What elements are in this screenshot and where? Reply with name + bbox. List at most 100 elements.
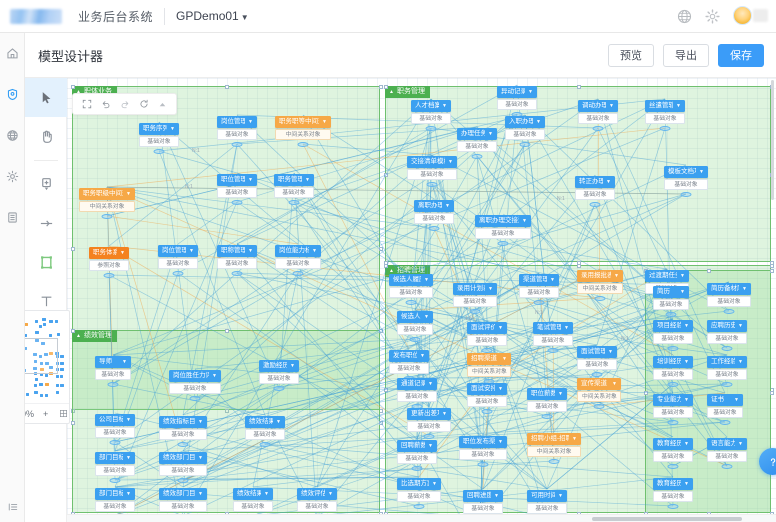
node-anchor[interactable] (591, 372, 603, 377)
node-anchor[interactable] (273, 386, 285, 391)
sidebar-item-settings[interactable] (0, 156, 25, 197)
chevron-down-icon[interactable]: ▼ (170, 126, 175, 132)
entity-node[interactable]: 部门目标 ▼ 基础对象 (95, 452, 135, 483)
chevron-down-icon[interactable]: ▼ (428, 381, 433, 387)
node-header[interactable]: 可用时间 ▼ (527, 490, 567, 502)
node-header[interactable]: 职务职级中间对象▼ (79, 188, 135, 200)
chevron-down-icon[interactable]: ▼ (322, 119, 327, 125)
node-anchor[interactable] (667, 420, 679, 425)
chevron-down-icon[interactable]: ▼ (424, 277, 429, 283)
connector-tool[interactable] (25, 204, 67, 243)
node-anchor[interactable] (471, 154, 483, 159)
entity-node[interactable]: 绩效结果 ▼ 基础对象 (245, 416, 285, 447)
chevron-down-icon[interactable]: ▼ (432, 481, 437, 487)
entity-node[interactable]: 职位薪数 ▼ 基础对象 (527, 388, 567, 419)
node-header[interactable]: 职务管理 ▼ (274, 174, 314, 186)
node-header[interactable]: 宣传渠道 ▼ (577, 378, 621, 390)
node-anchor[interactable] (101, 214, 113, 219)
node-anchor[interactable] (109, 440, 121, 445)
entity-node[interactable]: 发布职位 ▼ 基础对象 (389, 350, 429, 381)
node-header[interactable]: 招聘渠道 ▼ (467, 353, 511, 365)
chevron-down-icon[interactable]: ▼ (248, 177, 253, 183)
user-menu[interactable] (733, 5, 768, 27)
entity-node[interactable]: 候选人履历▼基础对象 (389, 274, 433, 305)
entity-node[interactable]: 绩效评估 ▼ 基础对象 (297, 488, 337, 512)
entity-node[interactable]: 激励经历 ▼ 基础对象 (259, 360, 299, 391)
node-header[interactable]: 办理任务 ▼ (457, 128, 497, 140)
node-header[interactable]: 岗位管理 ▼ (217, 116, 257, 128)
chevron-down-icon[interactable]: ▼ (120, 250, 125, 256)
entity-node[interactable]: 简历备材库▼基础对象 (707, 283, 751, 314)
chevron-down-icon[interactable]: ▼ (428, 443, 433, 449)
node-anchor[interactable] (667, 464, 679, 469)
chevron-down-icon[interactable]: ▼ (126, 191, 131, 197)
node-header[interactable]: 入职办理 ▼ (505, 116, 545, 128)
node-header[interactable]: 绩效评估 ▼ (297, 488, 337, 500)
node-anchor[interactable] (533, 300, 545, 305)
node-anchor[interactable] (680, 192, 692, 197)
grid-fit-icon[interactable] (59, 409, 68, 418)
node-anchor[interactable] (297, 142, 309, 147)
node-anchor[interactable] (411, 466, 423, 471)
resize-handle[interactable] (379, 329, 383, 333)
node-anchor[interactable] (231, 142, 243, 147)
node-header[interactable]: 岗位能力标准▼ (275, 245, 321, 257)
node-anchor[interactable] (423, 434, 435, 439)
node-anchor[interactable] (719, 420, 731, 425)
chevron-down-icon[interactable]: ▼ (276, 419, 281, 425)
entity-node[interactable]: 职务管理 ▼ 基础对象 (274, 174, 314, 205)
chevron-down-icon[interactable]: ▼ (122, 359, 127, 365)
resize-handle[interactable] (707, 512, 711, 514)
entity-node[interactable]: 岗位胜任力评估...▼基础对象 (169, 370, 221, 401)
chevron-down-icon[interactable]: ▼ (536, 119, 541, 125)
node-header[interactable]: 绩效结果 ▼ (245, 416, 285, 428)
node-header[interactable]: 应聘历史 ▼ (707, 320, 747, 332)
entity-node[interactable]: 调动办理 ▼ 基础对象 (578, 100, 618, 131)
chevron-down-icon[interactable]: ▼ (738, 441, 743, 447)
node-header[interactable]: 异动记录 ▼ (497, 86, 537, 98)
chevron-down-icon[interactable]: ▼ (614, 273, 619, 279)
node-header[interactable]: 教育经历 ▼ (653, 438, 693, 450)
chevron-down-icon[interactable]: ▼ (488, 131, 493, 137)
resize-handle[interactable] (379, 247, 383, 251)
entity-node[interactable]: 部门目标 ▼ 基础对象 (95, 488, 135, 512)
entity-node[interactable]: 岗位管理 ▼ 基础对象 (217, 116, 257, 147)
node-anchor[interactable] (428, 226, 440, 231)
entity-node[interactable]: 岗位管理 ▼ 基础对象 (158, 245, 198, 276)
node-header[interactable]: 岗位胜任力评估...▼ (169, 370, 221, 382)
node-anchor[interactable] (721, 346, 733, 351)
node-anchor[interactable] (177, 442, 189, 447)
node-anchor[interactable] (481, 409, 493, 414)
node-anchor[interactable] (405, 300, 417, 305)
entity-node[interactable]: 面试安排 ▼ 基础对象 (467, 383, 507, 414)
model-canvas[interactable]: ▲职体业务▲职务管理▲招聘管理▲绩效管理▲简历 N:1N:1N:11:NN:1N… (67, 78, 776, 514)
entity-node[interactable]: 比选期方案▼基础对象 (397, 478, 441, 509)
node-header[interactable]: 职位管理 ▼ (217, 174, 257, 186)
entity-node[interactable]: 丝遣管辖 ▼ 基础对象 (645, 100, 685, 131)
entity-node[interactable]: 职称管理 ▼ 基础对象 (217, 245, 257, 276)
entity-node[interactable]: 绩效结果 ▼ 基础对象 (233, 488, 273, 512)
node-anchor[interactable] (292, 271, 304, 276)
node-header[interactable]: 回聘薪数 ▼ (397, 440, 437, 452)
undo-icon[interactable] (101, 99, 111, 109)
chevron-down-icon[interactable]: ▼ (198, 491, 203, 497)
node-anchor[interactable] (172, 271, 184, 276)
chevron-down-icon[interactable]: ▼ (488, 286, 493, 292)
node-anchor[interactable] (189, 396, 201, 401)
chevron-down-icon[interactable]: ▼ (498, 386, 503, 392)
node-anchor[interactable] (667, 346, 679, 351)
resize-handle[interactable] (71, 512, 75, 514)
entity-node[interactable]: 入职办理 ▼ 基础对象 (505, 116, 545, 147)
node-header[interactable]: 职称管理 ▼ (217, 245, 257, 257)
chevron-down-icon[interactable]: ▼ (734, 397, 739, 403)
resize-handle[interactable] (644, 390, 648, 395)
entity-node[interactable]: 模板文档项▼基础对象 (664, 166, 708, 197)
resize-handle[interactable] (644, 512, 648, 514)
entity-node[interactable]: 渠道管理 ▼ 基础对象 (519, 274, 559, 305)
chevron-down-icon[interactable]: ▼ (738, 323, 743, 329)
node-header[interactable]: 职位薪数 ▼ (527, 388, 567, 400)
node-header[interactable]: 人才档案 ▼ (411, 100, 451, 112)
resize-handle[interactable] (384, 264, 388, 268)
chevron-down-icon[interactable]: ▼ (248, 248, 253, 254)
resize-handle[interactable] (384, 173, 388, 177)
